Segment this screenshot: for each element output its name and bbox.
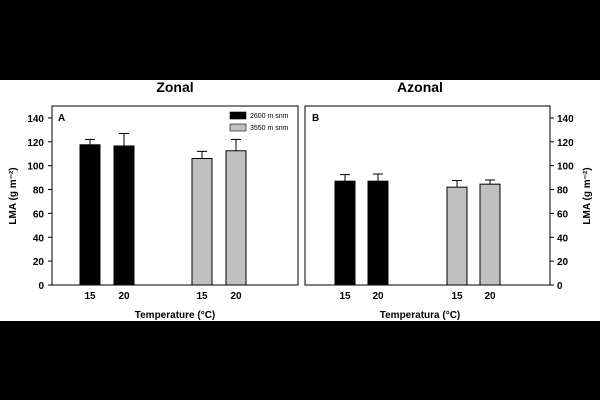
plot-frame xyxy=(51,105,299,286)
y-tick-label: 20 xyxy=(557,257,569,268)
x-tick-label: 15 xyxy=(84,291,96,302)
panel-letter: A xyxy=(58,113,65,124)
plot-frame xyxy=(304,105,551,286)
panel-b: Azonal B Temperatura (°C) LMA (g m⁻²) 0 2… xyxy=(304,79,593,321)
y-tick-label: 100 xyxy=(557,162,574,173)
chart-marks-a: 0 20 40 60 80 100 120 140 15 20 15 20 xyxy=(27,114,247,302)
bar xyxy=(113,145,135,286)
bar xyxy=(446,186,468,286)
bar xyxy=(479,183,501,286)
x-tick-label: 15 xyxy=(451,291,463,302)
y-tick-label: 0 xyxy=(38,281,44,292)
chart-title: Azonal xyxy=(397,79,443,95)
y-tick-label: 40 xyxy=(557,233,569,244)
x-tick-label: 20 xyxy=(230,291,242,302)
x-axis-label: Temperature (°C) xyxy=(135,310,216,321)
y-axis-label: LMA (g m⁻²) xyxy=(8,167,19,224)
bar xyxy=(191,158,213,286)
x-tick-label: 15 xyxy=(339,291,351,302)
legend-swatch-3550 xyxy=(229,123,247,132)
x-axis-label: Temperatura (°C) xyxy=(380,310,461,321)
panel-a: Zonal A Temperature (°C) LMA (g m⁻²) 260… xyxy=(8,79,299,321)
y-axis-label: LMA (g m⁻²) xyxy=(582,167,593,224)
legend-swatch-2600 xyxy=(229,111,247,120)
bar xyxy=(367,180,389,286)
y-tick-label: 60 xyxy=(557,209,569,220)
y-tick-label: 140 xyxy=(27,114,44,125)
panel-letter: B xyxy=(312,113,319,124)
legend-label-2600: 2600 m snm xyxy=(250,113,289,120)
x-tick-label: 20 xyxy=(484,291,496,302)
y-tick-label: 20 xyxy=(33,257,45,268)
y-tick-label: 100 xyxy=(27,162,44,173)
bar xyxy=(225,150,247,286)
y-tick-label: 140 xyxy=(557,114,574,125)
x-tick-label: 20 xyxy=(118,291,130,302)
bar xyxy=(79,144,101,286)
x-tick-label: 20 xyxy=(372,291,384,302)
y-tick-label: 0 xyxy=(557,281,563,292)
y-tick-label: 80 xyxy=(33,186,45,197)
y-tick-label: 40 xyxy=(33,233,45,244)
chart-title: Zonal xyxy=(156,79,193,95)
y-tick-label: 120 xyxy=(27,138,44,149)
legend-label-3550: 3550 m snm xyxy=(250,125,289,132)
x-tick-label: 15 xyxy=(196,291,208,302)
chart-marks-b: 0 20 40 60 80 100 120 140 15 20 15 20 xyxy=(334,114,574,302)
bar xyxy=(334,180,356,286)
y-tick-label: 60 xyxy=(33,209,45,220)
y-tick-label: 80 xyxy=(557,186,569,197)
y-tick-label: 120 xyxy=(557,138,574,149)
